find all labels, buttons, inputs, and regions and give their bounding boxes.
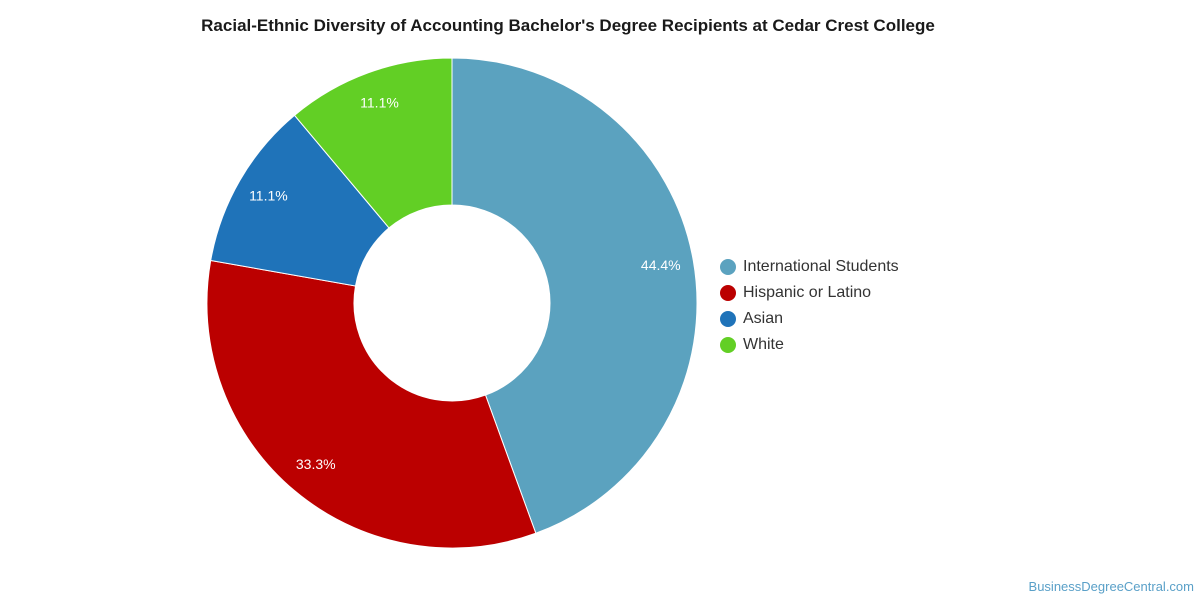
legend-label: Hispanic or Latino xyxy=(743,284,872,301)
slice-hispanic-or-latino[interactable] xyxy=(206,259,537,549)
slice-label-international-students: 44.4% xyxy=(641,257,681,273)
slice-international-students[interactable] xyxy=(451,57,698,534)
legend-item-white[interactable]: White xyxy=(720,332,899,358)
source-credit[interactable]: BusinessDegreeCentral.com xyxy=(1028,579,1194,594)
legend-swatch xyxy=(720,311,736,327)
legend-item-international-students[interactable]: International Students xyxy=(720,254,899,280)
slice-label-hispanic-or-latino: 33.3% xyxy=(296,456,336,472)
legend: International Students Hispanic or Latin… xyxy=(720,254,899,358)
slice-white[interactable] xyxy=(293,57,453,229)
legend-swatch xyxy=(720,285,736,301)
legend-label: Asian xyxy=(743,310,784,327)
legend-swatch xyxy=(720,259,736,275)
legend-item-asian[interactable]: Asian xyxy=(720,306,899,332)
legend-item-hispanic-or-latino[interactable]: Hispanic or Latino xyxy=(720,280,899,306)
legend-label: International Students xyxy=(743,258,899,275)
slice-asian[interactable] xyxy=(210,114,390,287)
legend-label: White xyxy=(743,336,784,353)
slice-label-asian: 11.1% xyxy=(249,188,288,204)
slice-label-white: 11.1% xyxy=(360,94,399,110)
chart-title: Racial-Ethnic Diversity of Accounting Ba… xyxy=(201,16,935,35)
legend-swatch xyxy=(720,337,736,353)
